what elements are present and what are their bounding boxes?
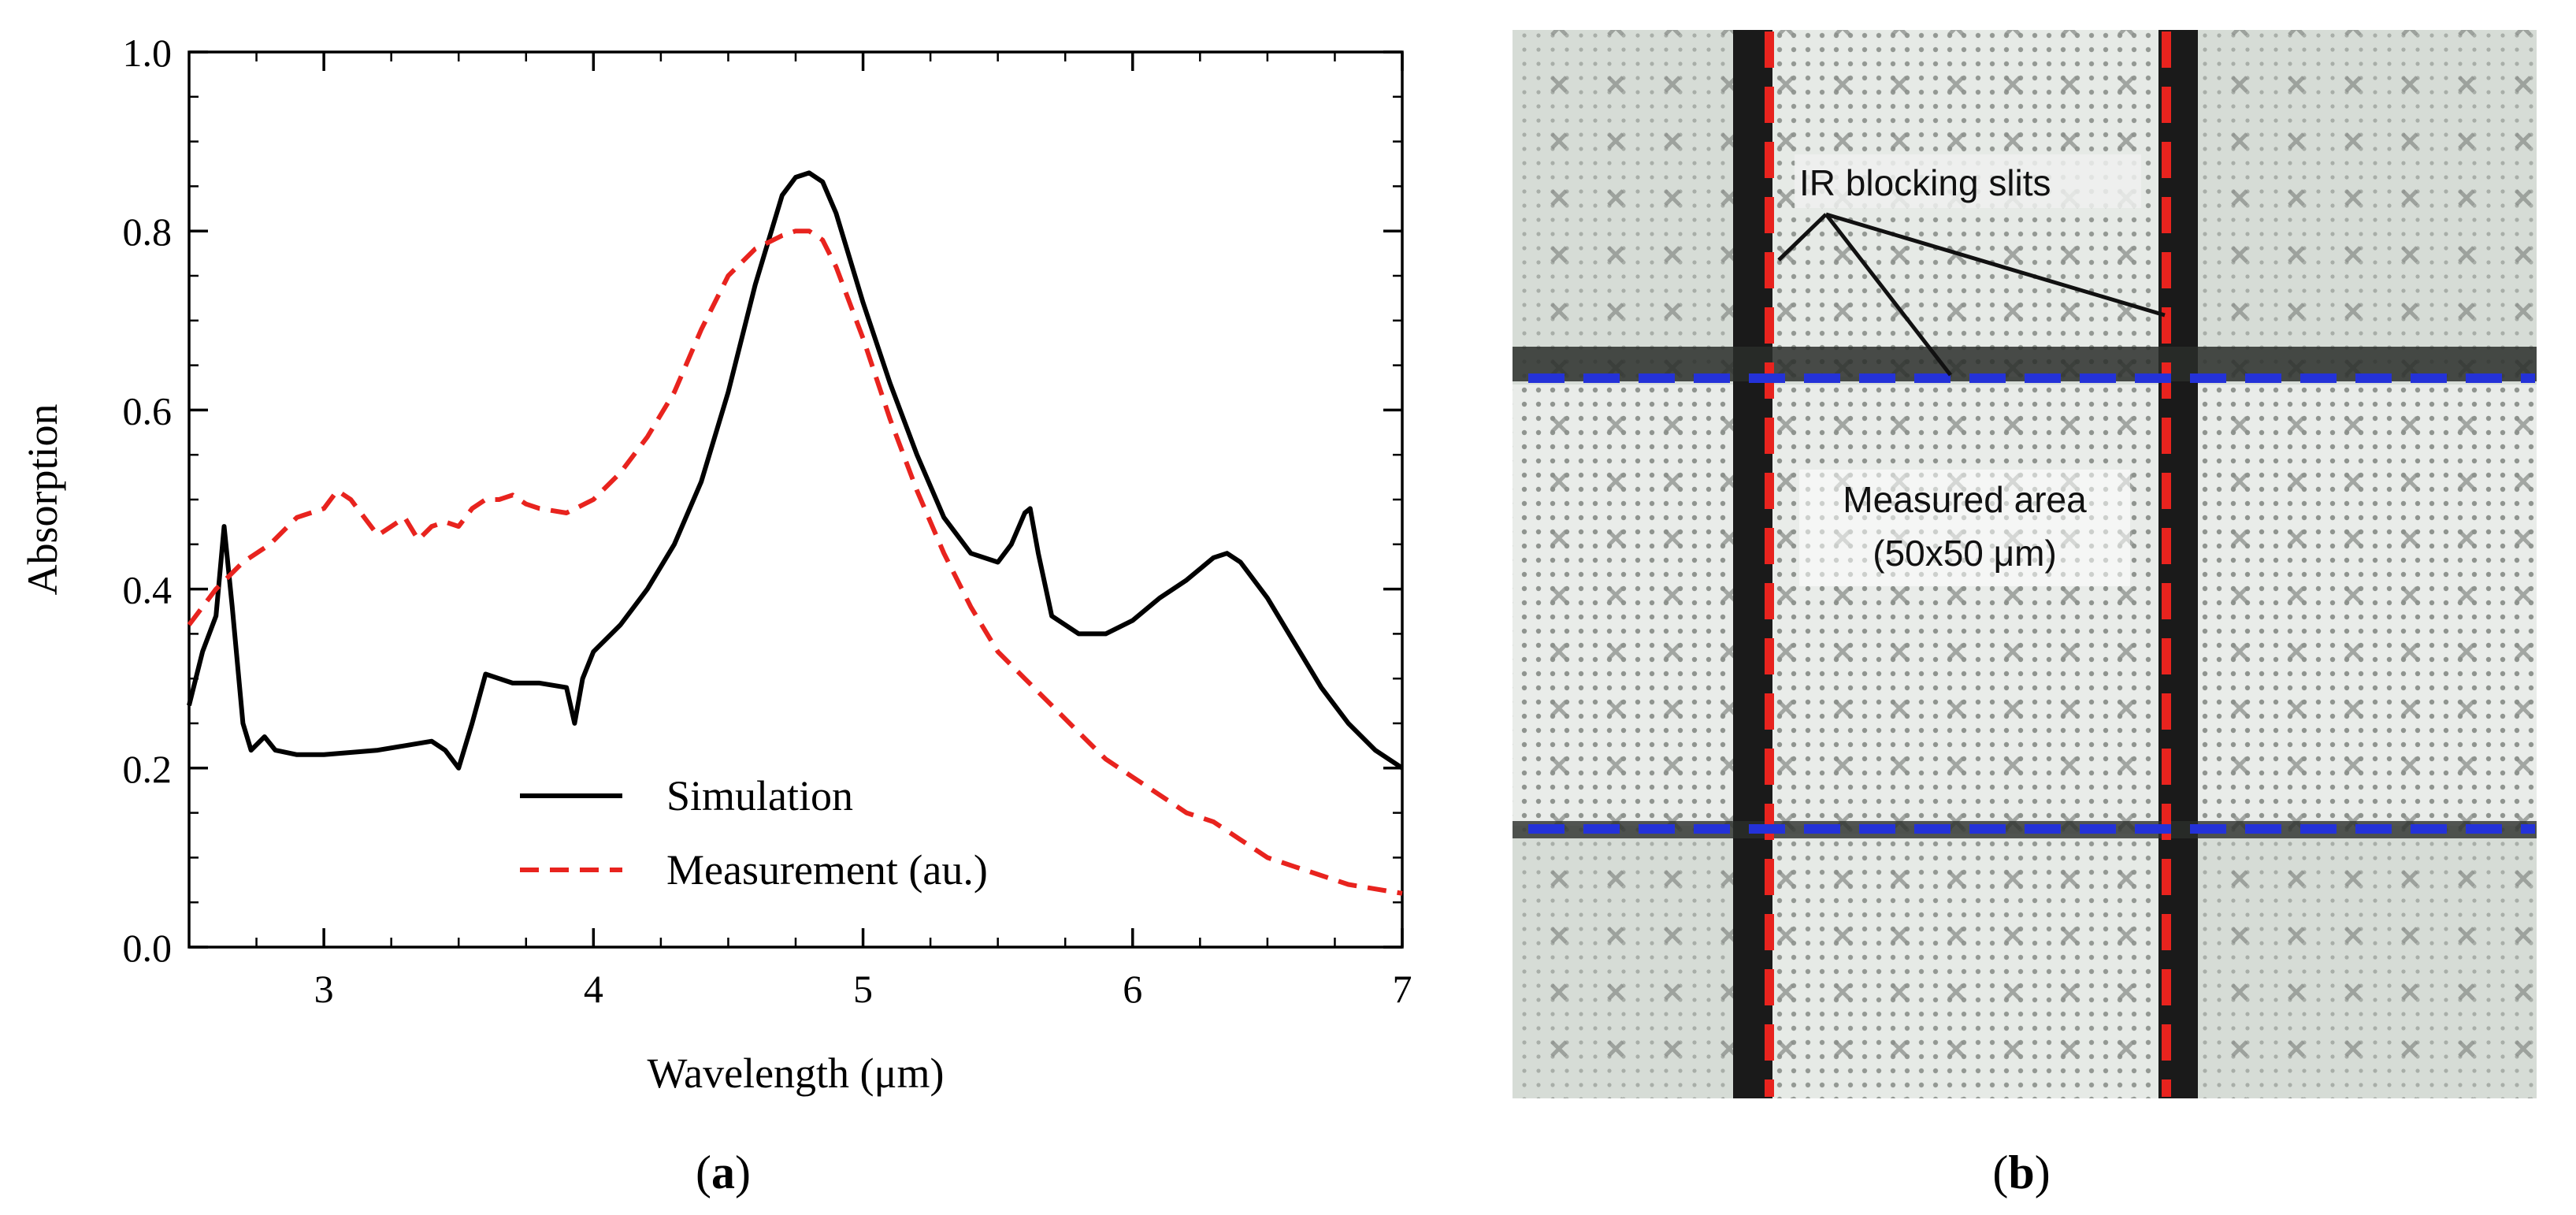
y-tick-label: 1.0: [123, 31, 173, 75]
area-label-line2: (50x50 μm): [1873, 533, 2057, 574]
legend-label-measurement: Measurement (au.): [666, 846, 988, 894]
legend: Simulation Measurement (au.): [520, 772, 988, 894]
slits-pointer-lines: [1777, 212, 2166, 377]
x-tick-label: 7: [1393, 967, 1412, 1011]
y-tick-label: 0.8: [123, 210, 173, 254]
y-axis-label: Absorption: [19, 404, 66, 596]
area-label-backdrop: [1799, 470, 2130, 586]
y-tick-label: 0.0: [123, 926, 173, 970]
slits-label-backdrop: [1795, 154, 2141, 208]
x-tick-label: 3: [314, 967, 334, 1011]
x-tick-label: 4: [584, 967, 603, 1011]
axis-ticks: [187, 50, 1404, 949]
series-layer: [187, 170, 1404, 896]
micrograph: IR blocking slits Measured area (50x50 μ…: [1513, 30, 2537, 1098]
y-tick-label: 0.6: [123, 388, 173, 433]
y-tick-label: 0.4: [123, 568, 173, 612]
y-tick-label: 0.2: [123, 747, 173, 791]
area-label-line1: Measured area: [1843, 479, 2087, 520]
legend-label-simulation: Simulation: [666, 772, 853, 819]
panel-label-a: (a): [696, 1146, 751, 1198]
x-tick-label: 6: [1123, 967, 1142, 1011]
series-line-simulation: [187, 170, 1404, 771]
x-axis-label: Wavelength (μm): [648, 1050, 945, 1097]
x-tick-label: 5: [853, 967, 873, 1011]
absorption-chart: 0.0 0.2 0.4 0.6 0.8 1.0 3 4 5 6 7 Absorption Wave…: [19, 31, 1412, 1097]
series-line-measurement: [187, 229, 1403, 896]
panel-label-b: (b): [1992, 1146, 2050, 1198]
slits-label: IR blocking slits: [1799, 162, 2051, 203]
x-tick-labels: 3 4 5 6 7: [314, 967, 1412, 1011]
y-tick-labels: 0.0 0.2 0.4 0.6 0.8 1.0: [123, 31, 173, 970]
